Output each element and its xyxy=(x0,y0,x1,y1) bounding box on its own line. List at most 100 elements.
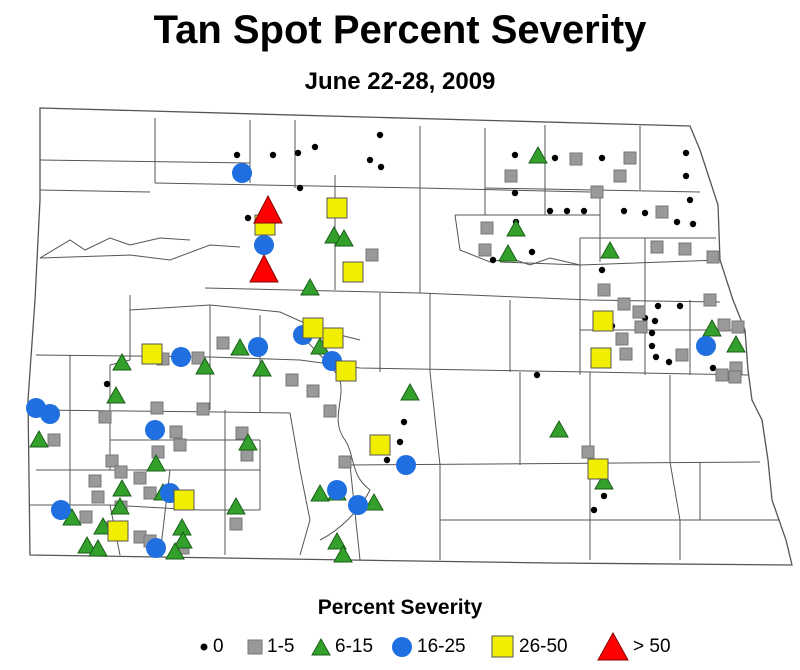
marker-severity-6-15 xyxy=(506,218,526,237)
marker-severity-16-25 xyxy=(327,480,347,500)
marker-severity-6-15 xyxy=(300,277,320,296)
marker-severity-0 xyxy=(709,364,717,372)
marker-severity-1-5 xyxy=(196,402,210,416)
legend-label-6-15: 6-15 xyxy=(335,636,374,657)
marker-severity-0 xyxy=(383,456,391,464)
marker-severity-16-25 xyxy=(51,500,71,520)
marker-severity-6-15 xyxy=(77,535,97,554)
marker-severity-16-25 xyxy=(145,420,165,440)
marker-severity-6-15 xyxy=(29,429,49,448)
marker-severity-0 xyxy=(598,154,606,162)
marker-severity-1-5 xyxy=(88,474,102,488)
marker-severity-1-5 xyxy=(150,401,164,415)
marker-severity-0 xyxy=(233,151,241,159)
marker-severity-6-15 xyxy=(594,471,614,490)
marker-severity-0 xyxy=(600,492,608,500)
marker-severity-16-25 xyxy=(254,235,274,255)
marker-severity-1-5 xyxy=(632,305,646,319)
marker-severity-0 xyxy=(103,380,111,388)
legend: 0 1-5 6-15 16-25 26-50 > 50 xyxy=(0,628,800,666)
marker-severity-0 xyxy=(551,154,559,162)
marker-severity-1-5 xyxy=(169,425,183,439)
state-outline xyxy=(27,107,793,566)
marker-severity-0 xyxy=(489,256,497,264)
legend-label-1-5: 1-5 xyxy=(267,636,295,657)
marker-severity-1-5 xyxy=(731,320,745,334)
marker-severity-6-15 xyxy=(333,544,353,563)
marker-severity-6-15 xyxy=(146,453,166,472)
marker-severity-1-5 xyxy=(365,248,379,262)
marker-severity-0 xyxy=(511,189,519,197)
marker-severity-0 xyxy=(648,342,656,350)
marker-severity-6-15 xyxy=(334,228,354,247)
marker-severity-6-15 xyxy=(112,478,132,497)
marker-severity-1-5 xyxy=(151,445,165,459)
marker-severity-1-5 xyxy=(323,404,337,418)
marker-severity-1-5 xyxy=(634,320,648,334)
marker-severity-1-5 xyxy=(98,410,112,424)
marker-severity-0 xyxy=(296,184,304,192)
marker-severity-0 xyxy=(651,317,659,325)
marker-severity-1-5 xyxy=(306,384,320,398)
marker-severity-1-5 xyxy=(703,293,717,307)
marker-severity-1-5 xyxy=(216,336,230,350)
marker-severity-1-5 xyxy=(229,517,243,531)
marker-severity-26-50 xyxy=(141,343,163,365)
marker-severity-16-25 xyxy=(248,337,268,357)
county-map xyxy=(26,107,793,566)
marker-severity-26-50 xyxy=(369,434,391,456)
marker-severity-0 xyxy=(400,418,408,426)
marker-severity-1-5 xyxy=(191,351,205,365)
legend-label-16-25: 16-25 xyxy=(417,636,466,657)
marker-severity-1-5 xyxy=(47,433,61,447)
marker-severity-0 xyxy=(676,302,684,310)
marker-severity-1-5 xyxy=(173,438,187,452)
legend-item-50-plus: > 50 xyxy=(596,628,671,666)
marker-severity-6-15 xyxy=(726,334,746,353)
legend-title: Percent Severity xyxy=(317,596,483,619)
gray-square-icon xyxy=(247,639,263,655)
marker-severity-0 xyxy=(682,172,690,180)
blue-circle-icon xyxy=(392,637,412,657)
marker-severity-0 xyxy=(580,207,588,215)
marker-severity-6-15 xyxy=(88,538,108,557)
marker-severity-6-15 xyxy=(238,432,258,451)
marker-severity-0 xyxy=(673,218,681,226)
marker-severity-1-5 xyxy=(675,348,689,362)
marker-severity-1-5 xyxy=(678,242,692,256)
map-title: Tan Spot Percent Severity xyxy=(153,8,647,52)
marker-severity-6-15 xyxy=(327,531,347,550)
marker-severity-0 xyxy=(590,506,598,514)
marker-severity-6-15 xyxy=(172,517,192,536)
marker-severity-0 xyxy=(396,438,404,446)
dot-icon xyxy=(200,643,208,651)
yellow-square-icon xyxy=(491,635,514,658)
marker-severity-6-15 xyxy=(195,356,215,375)
marker-severity-0 xyxy=(620,207,628,215)
marker-severity-6-15 xyxy=(226,496,246,515)
marker-severity-0 xyxy=(366,156,374,164)
marker-severity-26-50 xyxy=(322,327,344,349)
marker-severity-1-5 xyxy=(105,454,119,468)
marker-severity-1-5 xyxy=(240,448,254,462)
marker-severity-6-15 xyxy=(498,243,518,262)
marker-severity-over-50 xyxy=(249,253,279,283)
severity-markers xyxy=(26,131,746,563)
marker-severity-16-25 xyxy=(232,163,252,183)
marker-severity-0 xyxy=(654,302,662,310)
marker-severity-1-5 xyxy=(79,510,93,524)
marker-severity-0 xyxy=(533,371,541,379)
marker-severity-1-5 xyxy=(114,465,128,479)
marker-severity-16-25 xyxy=(146,538,166,558)
marker-severity-16-25 xyxy=(171,347,191,367)
marker-severity-1-5 xyxy=(338,455,352,469)
marker-severity-6-15 xyxy=(165,541,185,560)
marker-severity-26-50 xyxy=(335,360,357,382)
marker-severity-1-5 xyxy=(133,471,147,485)
marker-severity-over-50 xyxy=(253,194,283,224)
marker-severity-26-50 xyxy=(326,197,348,219)
marker-severity-0 xyxy=(563,207,571,215)
marker-severity-0 xyxy=(686,196,694,204)
marker-severity-1-5 xyxy=(617,297,631,311)
marker-severity-6-15 xyxy=(230,337,250,356)
